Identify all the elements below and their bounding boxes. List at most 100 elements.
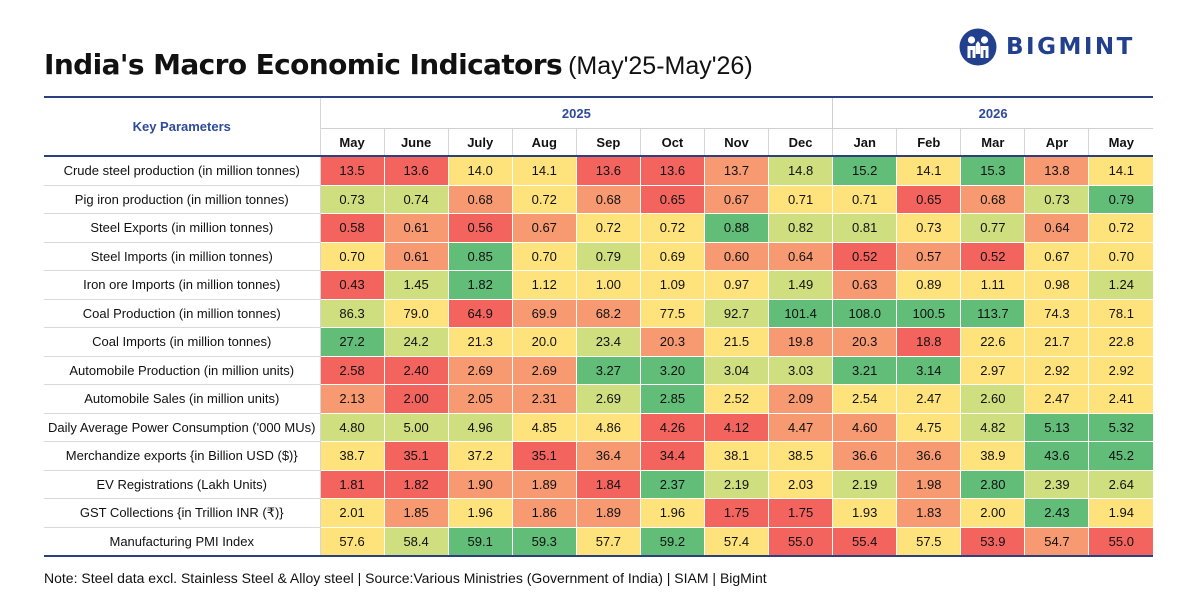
heatmap-cell: 22.8 [1088, 327, 1154, 357]
heatmap-cell: 79.0 [383, 299, 449, 328]
heatmap-cell: 0.73 [319, 185, 385, 214]
heatmap-cell: 14.1 [896, 156, 961, 186]
heatmap-cell: 20.3 [832, 327, 897, 357]
heatmap-cell: 0.74 [383, 185, 449, 214]
heatmap-cell: 0.79 [575, 242, 641, 271]
year-header-2025: 2025 [320, 97, 834, 129]
heatmap-cell: 3.14 [896, 356, 961, 385]
heatmap-cell: 0.70 [319, 242, 385, 271]
heatmap-cell: 69.9 [511, 299, 577, 328]
heatmap-cell: 3.20 [639, 356, 705, 385]
heatmap-cell: 0.72 [575, 213, 641, 243]
heatmap-cell: 3.03 [768, 356, 833, 385]
heatmap-cell: 0.61 [383, 242, 449, 271]
heatmap-cell: 1.94 [1088, 498, 1154, 528]
parameter-label: Merchandize exports {in Billion USD ($)} [44, 441, 321, 471]
heatmap-cell: 21.3 [447, 327, 513, 357]
heatmap-cell: 0.72 [1088, 213, 1154, 243]
heatmap-cell: 0.73 [896, 213, 961, 243]
heatmap-cell: 2.37 [639, 470, 705, 499]
heatmap-cell: 0.97 [703, 270, 769, 300]
heatmap-cell: 2.69 [575, 384, 641, 414]
heatmap-cell: 1.93 [832, 498, 897, 528]
heatmap-cell: 57.4 [703, 527, 769, 557]
heatmap-cell: 0.77 [960, 213, 1025, 243]
heatmap-cell: 20.3 [639, 327, 705, 357]
heatmap-cell: 4.47 [768, 413, 833, 442]
heatmap-cell: 0.68 [960, 185, 1025, 214]
month-header: Nov [703, 128, 769, 157]
brand-name: BIGMINT [1006, 34, 1135, 60]
heatmap-cell: 4.26 [639, 413, 705, 442]
heatmap-cell: 2.69 [447, 356, 513, 385]
month-header: May [319, 128, 385, 157]
heatmap-cell: 0.61 [383, 213, 449, 243]
table-row: Automobile Production (in million units)… [44, 356, 1154, 385]
heatmap-cell: 20.0 [511, 327, 577, 357]
parameter-label: Coal Production (in million tonnes) [44, 299, 321, 328]
heatmap-cell: 1.86 [511, 498, 577, 528]
month-header: Sep [575, 128, 641, 157]
month-header: Feb [896, 128, 961, 157]
table-row: Iron ore Imports (in million tonnes) 0.43… [44, 270, 1154, 300]
parameter-label: Iron ore Imports (in million tonnes) [44, 270, 321, 300]
heatmap-cell: 0.85 [447, 242, 513, 271]
heatmap-cell: 38.5 [768, 441, 833, 471]
heatmap-cell: 1.84 [575, 470, 641, 499]
heatmap-cell: 1.12 [511, 270, 577, 300]
table-row: Daily Average Power Consumption ('000 MU… [44, 413, 1154, 442]
heatmap-cell: 0.65 [639, 185, 705, 214]
table-row: Coal Production (in million tonnes) 86.3 7… [44, 299, 1154, 328]
month-header: Apr [1024, 128, 1089, 157]
source-note: Note: Steel data excl. Stainless Steel &… [44, 570, 767, 586]
heatmap-cell: 0.71 [832, 185, 897, 214]
heatmap-cell: 2.19 [703, 470, 769, 499]
heatmap-cell: 21.7 [1024, 327, 1089, 357]
table-row: Merchandize exports {in Billion USD ($)}… [44, 441, 1154, 471]
heatmap-cell: 59.2 [639, 527, 705, 557]
heatmap-cell: 0.63 [832, 270, 897, 300]
heatmap-cell: 92.7 [703, 299, 769, 328]
heatmap-cell: 2.97 [960, 356, 1025, 385]
heatmap-cell: 3.27 [575, 356, 641, 385]
heatmap-cell: 2.92 [1088, 356, 1154, 385]
heatmap-cell: 0.67 [1024, 242, 1089, 271]
heatmap-cell: 55.0 [768, 527, 833, 557]
heatmap-cell: 4.12 [703, 413, 769, 442]
heatmap-cell: 35.1 [511, 441, 577, 471]
heatmap-cell: 38.9 [960, 441, 1025, 471]
heatmap-cell: 0.67 [511, 213, 577, 243]
heatmap-cell: 2.01 [319, 498, 385, 528]
heatmap-cell: 1.89 [575, 498, 641, 528]
indicators-heatmap-table: Key Parameters 2025 2026 May June July Aug S… [44, 96, 1154, 557]
heatmap-cell: 1.90 [447, 470, 513, 499]
heatmap-cell: 1.24 [1088, 270, 1154, 300]
heatmap-cell: 57.6 [319, 527, 385, 557]
heatmap-cell: 0.72 [511, 185, 577, 214]
parameter-label: GST Collections {in Trillion INR (₹)} [44, 498, 321, 528]
heatmap-cell: 2.47 [896, 384, 961, 414]
heatmap-cell: 36.4 [575, 441, 641, 471]
heatmap-cell: 2.92 [1024, 356, 1089, 385]
table-row: Automobile Sales (in million units) 2.13 2… [44, 384, 1154, 414]
heatmap-cell: 15.2 [832, 156, 897, 186]
heatmap-cell: 86.3 [319, 299, 385, 328]
heatmap-cell: 2.69 [511, 356, 577, 385]
heatmap-cell: 0.81 [832, 213, 897, 243]
heatmap-cell: 43.6 [1024, 441, 1089, 471]
heatmap-cell: 38.7 [319, 441, 385, 471]
heatmap-cell: 36.6 [896, 441, 961, 471]
heatmap-cell: 59.3 [511, 527, 577, 557]
heatmap-cell: 0.98 [1024, 270, 1089, 300]
parameter-label: Manufacturing PMI Index [44, 527, 321, 557]
table-row: Steel Exports (in million tonnes) 0.58 0.6… [44, 213, 1154, 243]
heatmap-cell: 1.89 [511, 470, 577, 499]
heatmap-cell: 59.1 [447, 527, 513, 557]
heatmap-cell: 2.52 [703, 384, 769, 414]
heatmap-cell: 57.7 [575, 527, 641, 557]
heatmap-cell: 1.09 [639, 270, 705, 300]
brand-logo: BIGMINT [958, 26, 1135, 68]
table-row: Steel Imports (in million tonnes) 0.70 0.6… [44, 242, 1154, 271]
heatmap-cell: 55.0 [1088, 527, 1154, 557]
heatmap-cell: 0.56 [447, 213, 513, 243]
